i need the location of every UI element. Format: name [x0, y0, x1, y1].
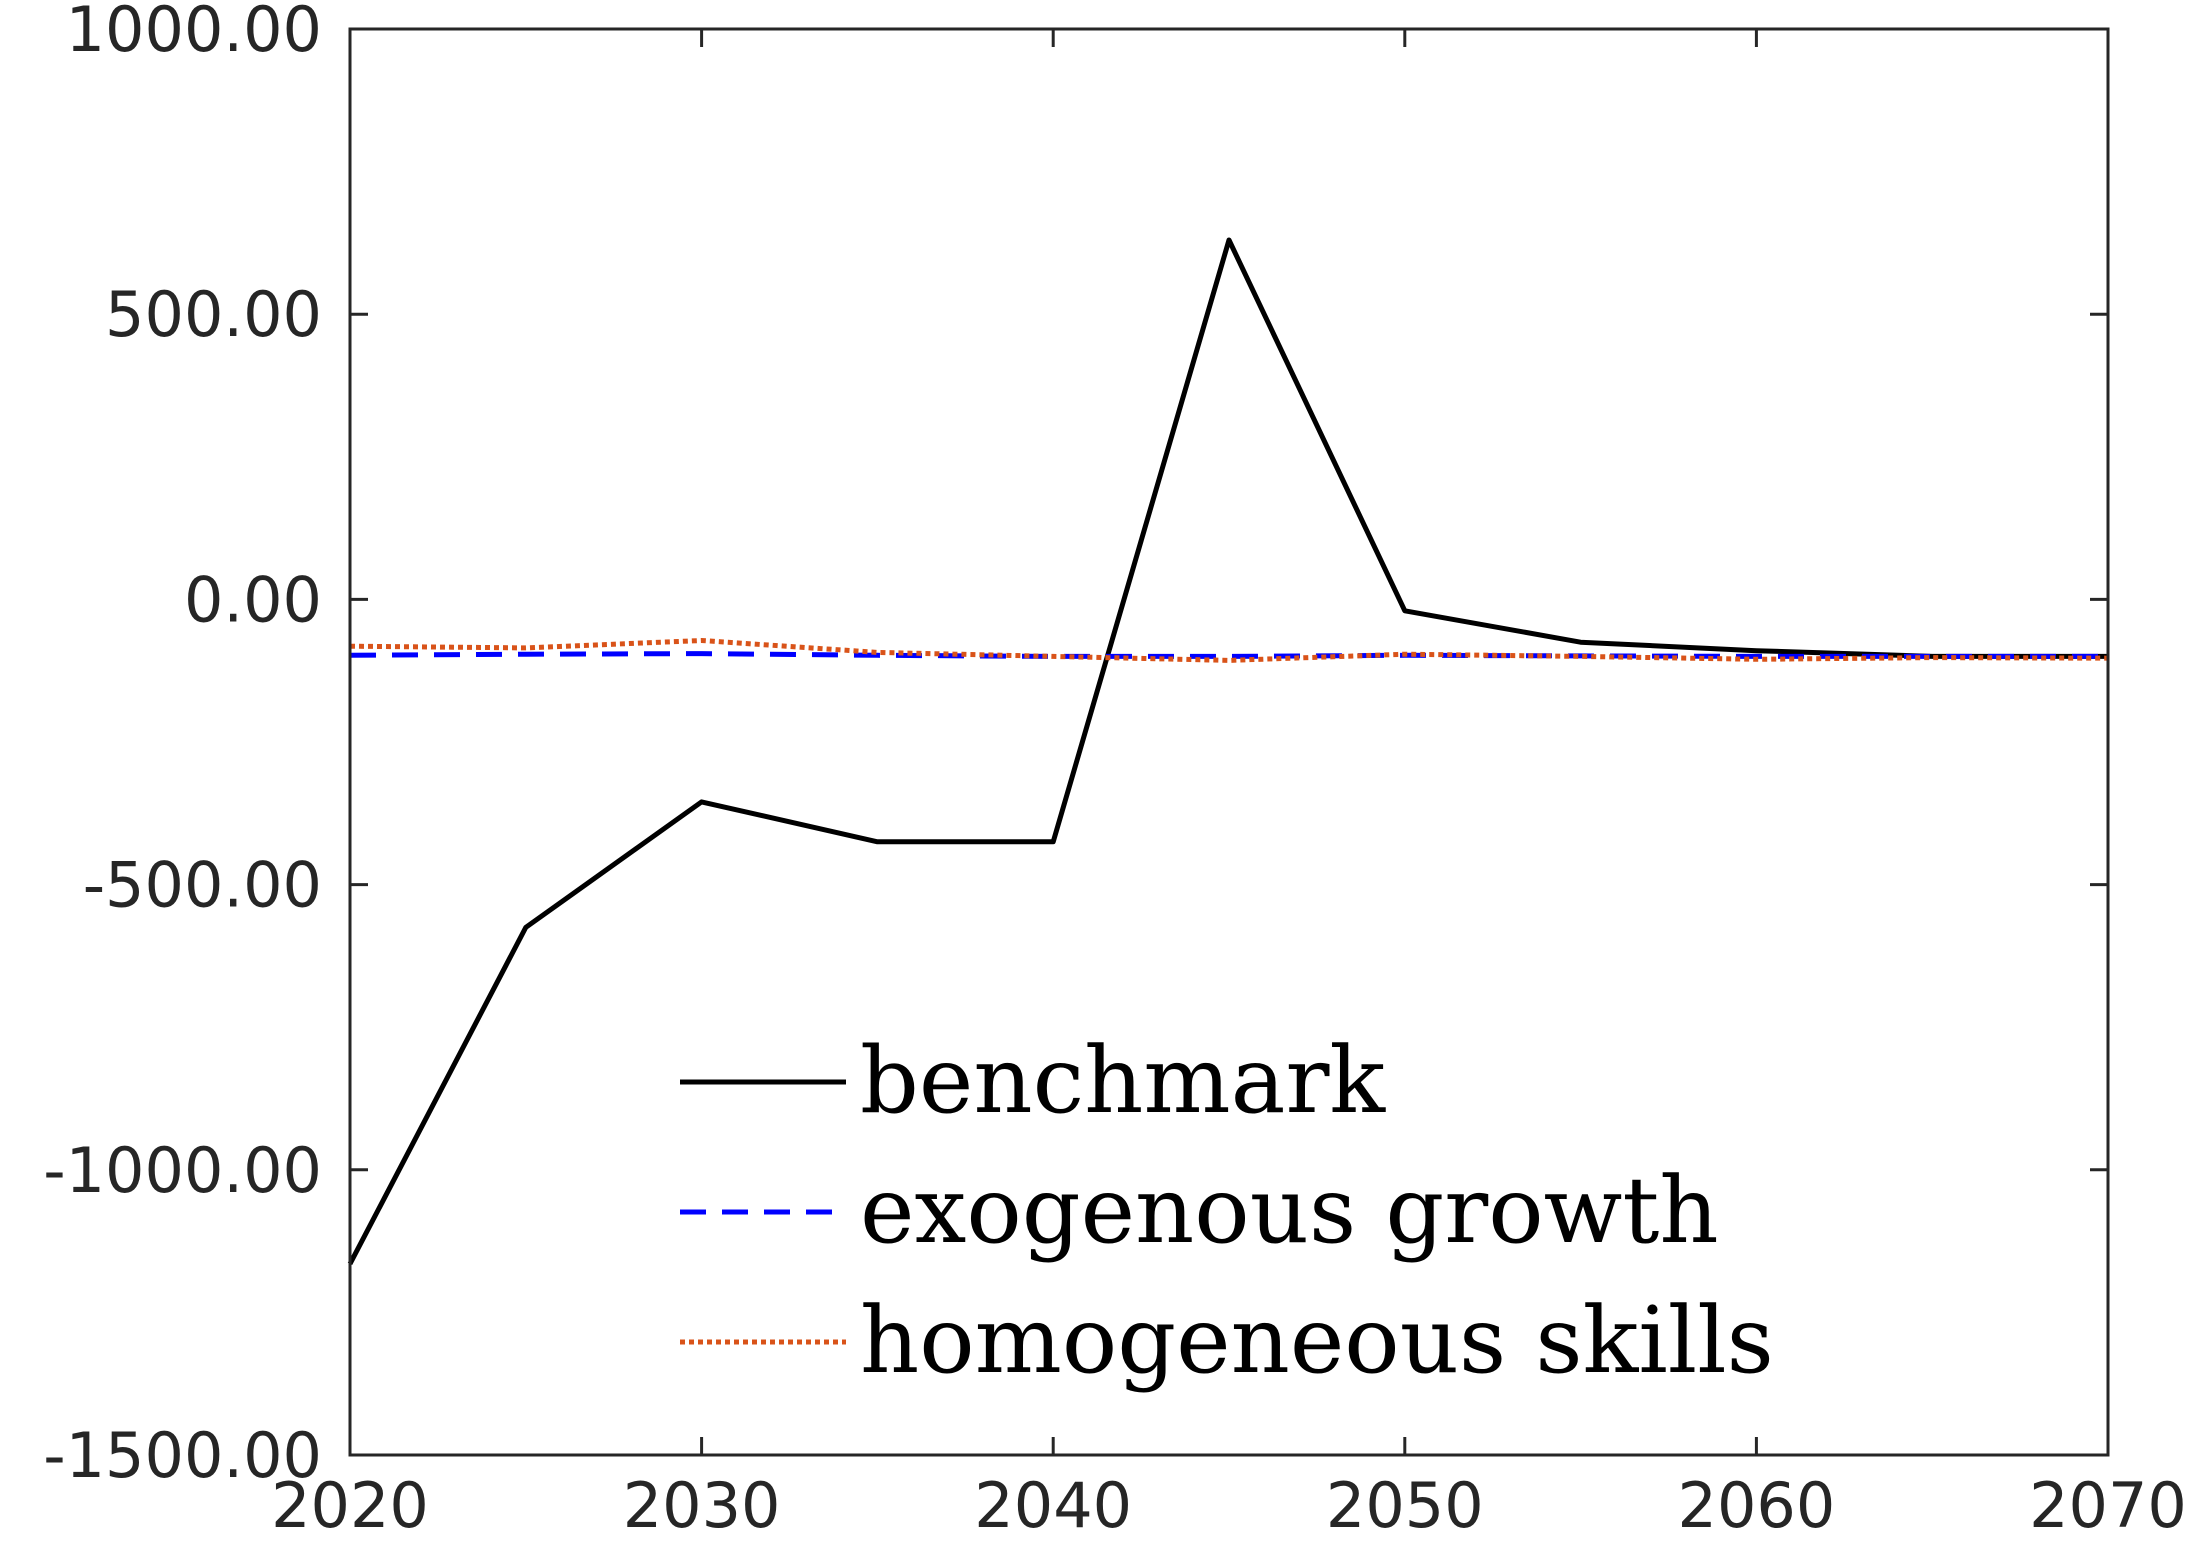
y-tick-label: -1500.00	[43, 1419, 322, 1492]
legend-label-3: homogeneous skills	[860, 1287, 1774, 1394]
y-tick-label: 0.00	[184, 563, 322, 636]
y-tick-label: -500.00	[83, 849, 322, 922]
series-layer	[347, 237, 2109, 1266]
legend-label-2: exogenous growth	[860, 1157, 1719, 1264]
x-tick-label: 2070	[2029, 1469, 2187, 1542]
y-axis-tick-labels: 1000.00 500.00 0.00 -500.00 -1000.00 -1500.00	[43, 0, 322, 1492]
y-tick-label: 500.00	[105, 278, 322, 351]
x-tick-label: 2040	[974, 1469, 1132, 1542]
x-tick-label: 2030	[623, 1469, 781, 1542]
legend: benchmark exogenous growth homogeneous ski…	[680, 1027, 1774, 1394]
x-tick-label: 2060	[1678, 1469, 1836, 1542]
series-line-1	[347, 237, 2108, 1266]
x-tick-label: 2050	[1326, 1469, 1484, 1542]
y-tick-label: -1000.00	[43, 1134, 322, 1207]
x-tick-label: 2020	[271, 1469, 429, 1542]
axis-ticks	[348, 27, 2110, 1457]
y-tick-label: 1000.00	[66, 0, 322, 66]
plot-frame	[348, 27, 2110, 1457]
legend-label-1: benchmark	[860, 1027, 1386, 1134]
x-axis-tick-labels: 2020 2030 2040 2050 2060 2070	[271, 1469, 2187, 1542]
